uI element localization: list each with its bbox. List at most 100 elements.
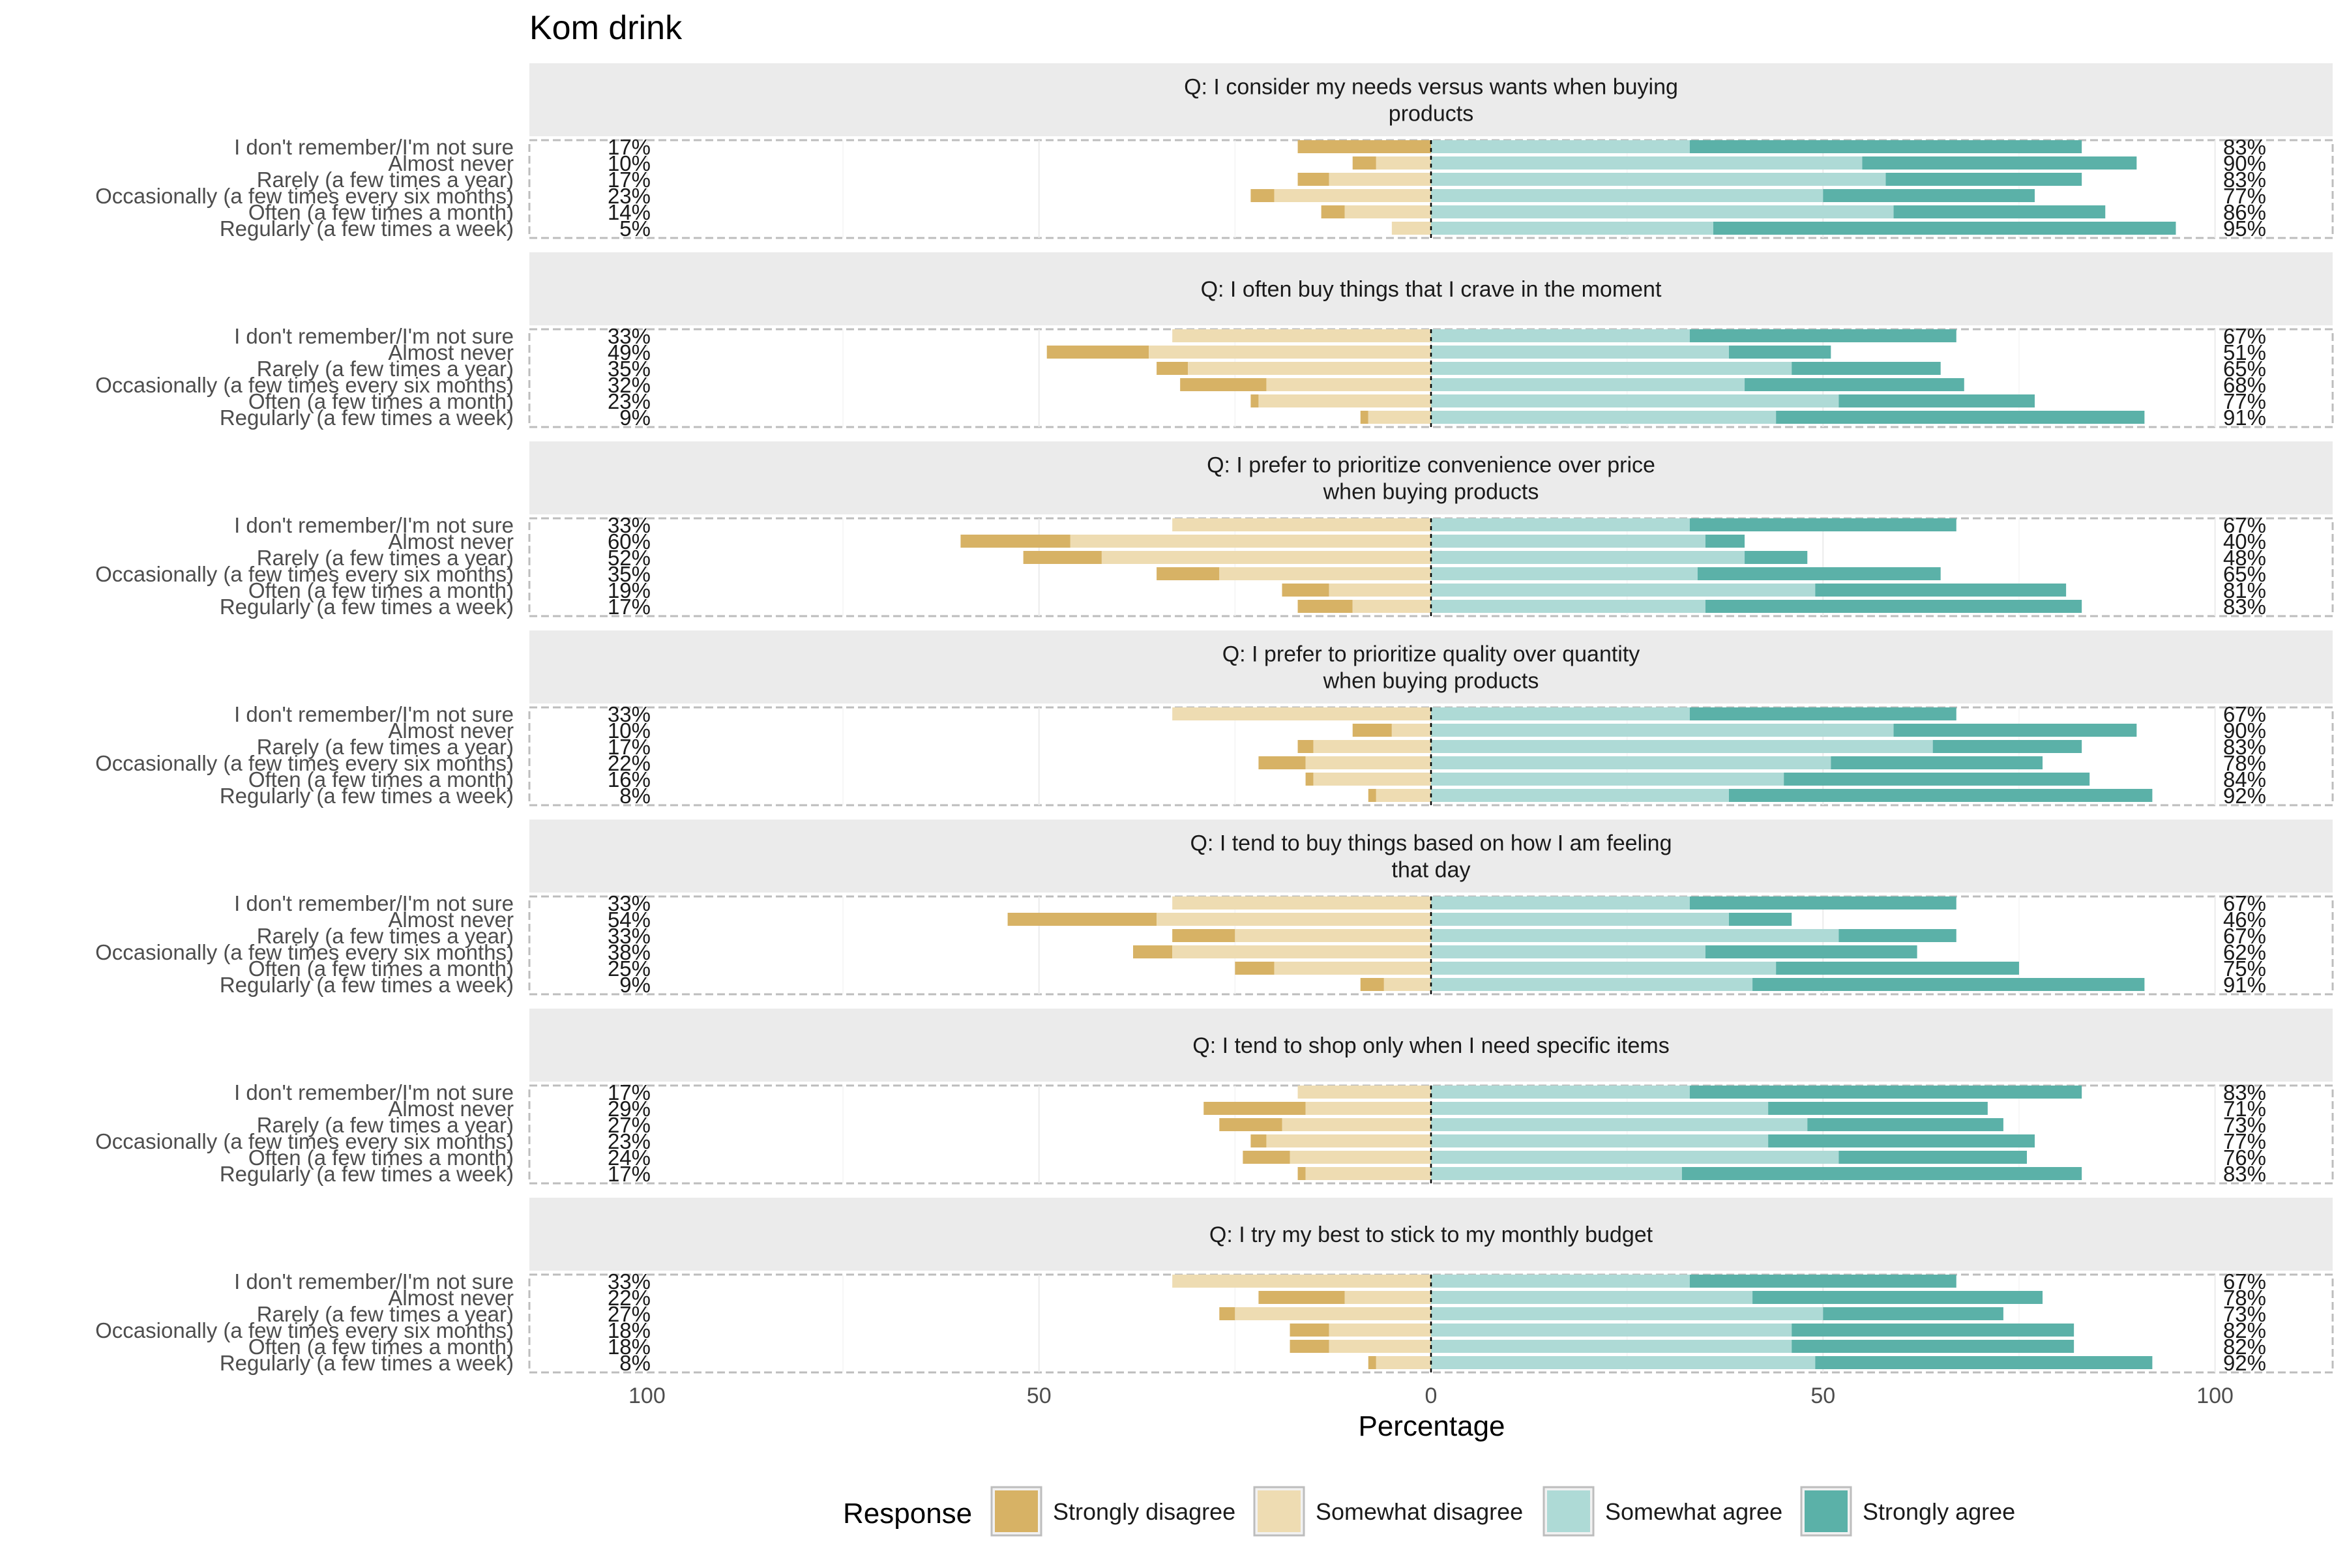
bar-somewhat-agree [1431,913,1729,926]
category-label: Occasionally (a few times every six mont… [95,1129,514,1153]
bar-row: Almost never 10% 90% [388,151,2266,175]
bar-somewhat-disagree [1391,222,1431,235]
bar-strongly-agree [1728,789,2153,802]
bar-strongly-agree [1689,896,1956,910]
bar-somewhat-agree [1431,1151,1839,1164]
bar-somewhat-agree [1431,346,1729,359]
x-tick-label: 50 [1027,1383,1052,1408]
bar-somewhat-agree [1431,1340,1792,1353]
bar-somewhat-disagree [1219,567,1431,580]
bar-somewhat-disagree [1172,707,1431,720]
bar-somewhat-agree [1431,518,1690,531]
right-percent-label: 95% [2223,216,2266,241]
right-percent-label: 67% [2223,324,2266,348]
bar-somewhat-agree [1431,773,1784,786]
bar-strongly-disagree [1023,551,1102,564]
category-label: Rarely (a few times a year) [257,357,514,381]
bar-row: I don't remember/I'm not sure 33% 67% [234,891,2266,915]
category-label: Occasionally (a few times every six mont… [95,940,514,964]
bar-row: Rarely (a few times a year) 27% 73% [257,1113,2266,1137]
panel-question: Q: I prefer to prioritize convenience ov… [1207,453,1655,478]
right-percent-label: 67% [2223,702,2266,726]
bar-strongly-agree [1776,411,2145,424]
bar-somewhat-disagree [1376,156,1431,170]
panel-strip [529,1009,2333,1082]
category-label: Regularly (a few times a week) [220,1162,514,1186]
panel-strip [529,63,2333,136]
category-label: Rarely (a few times a year) [257,1113,514,1137]
panel-question: products [1389,102,1473,126]
bar-row: Often (a few times a month) 18% 82% [248,1335,2266,1359]
right-percent-label: 68% [2223,373,2266,397]
bar-somewhat-agree [1431,1307,1823,1320]
legend-label: Somewhat disagree [1316,1498,1523,1525]
panel-strip [529,441,2333,514]
bar-row: Often (a few times a month) 24% 76% [248,1146,2266,1170]
bar-strongly-disagree [1297,1167,1306,1180]
right-percent-label: 77% [2223,389,2266,413]
bar-somewhat-disagree [1172,896,1431,910]
bar-strongly-disagree [1180,378,1267,391]
bar-strongly-agree [1815,1356,2153,1369]
panel-strip [529,820,2333,893]
right-percent-label: 77% [2223,184,2266,208]
bar-strongly-agree [1768,1102,1988,1115]
bar-somewhat-disagree [1157,913,1431,926]
bar-strongly-agree [1681,1167,2082,1180]
bar-somewhat-agree [1431,1275,1690,1288]
right-percent-label: 91% [2223,973,2266,997]
right-percent-label: 82% [2223,1318,2266,1342]
bar-strongly-agree [1893,205,2106,218]
right-percent-label: 83% [2223,595,2266,619]
bar-somewhat-disagree [1235,1307,1431,1320]
bar-somewhat-agree [1431,600,1705,613]
right-percent-label: 83% [2223,168,2266,192]
left-percent-label: 23% [608,389,651,413]
bar-somewhat-agree [1431,978,1753,991]
left-percent-label: 33% [608,324,651,348]
bar-somewhat-disagree [1383,978,1431,991]
bar-strongly-disagree [1235,962,1275,975]
right-percent-label: 92% [2223,1351,2266,1375]
category-label: Almost never [388,340,514,364]
x-axis: 100 50 0 50 100 [628,1383,2234,1408]
category-label: Often (a few times a month) [248,1335,514,1359]
left-percent-label: 17% [608,1162,651,1186]
bar-strongly-agree [1728,346,1831,359]
right-percent-label: 82% [2223,1335,2266,1359]
bar-strongly-agree [1823,189,2035,202]
left-percent-label: 35% [608,562,651,586]
bar-strongly-disagree [1290,1340,1329,1353]
left-percent-label: 18% [608,1318,651,1342]
category-label: I don't remember/I'm not sure [234,1269,514,1294]
left-percent-label: 22% [608,751,651,775]
bar-strongly-disagree [1305,773,1314,786]
bar-somewhat-disagree [1391,724,1431,737]
bar-strongly-agree [1838,394,2035,407]
bar-strongly-disagree [1360,411,1368,424]
bar-strongly-disagree [1297,600,1353,613]
bar-somewhat-disagree [1329,173,1431,186]
bar-row: Regularly (a few times a week) 8% 92% [220,784,2266,808]
left-percent-label: 10% [608,151,651,175]
bar-strongly-agree [1792,362,1941,375]
legend-swatch [1258,1490,1301,1532]
right-percent-label: 90% [2223,718,2266,743]
bar-row: Regularly (a few times a week) 9% 91% [220,406,2266,430]
bar-somewhat-agree [1431,378,1745,391]
bar-somewhat-agree [1431,222,1713,235]
panel: Q: I often buy things that I crave in th… [95,252,2334,430]
bar-strongly-disagree [1203,1102,1306,1115]
category-label: Rarely (a few times a year) [257,735,514,759]
panel-question: Q: I consider my needs versus wants when… [1184,75,1678,100]
bar-somewhat-agree [1431,1118,1808,1131]
bar-somewhat-disagree [1344,1291,1431,1304]
bar-strongly-agree [1689,1275,1956,1288]
bar-strongly-agree [1862,156,2137,170]
bar-somewhat-agree [1431,1291,1753,1304]
right-percent-label: 90% [2223,151,2266,175]
legend-item: Somewhat disagree [1253,1486,1523,1537]
bar-strongly-agree [1713,222,2176,235]
right-percent-label: 75% [2223,956,2266,981]
